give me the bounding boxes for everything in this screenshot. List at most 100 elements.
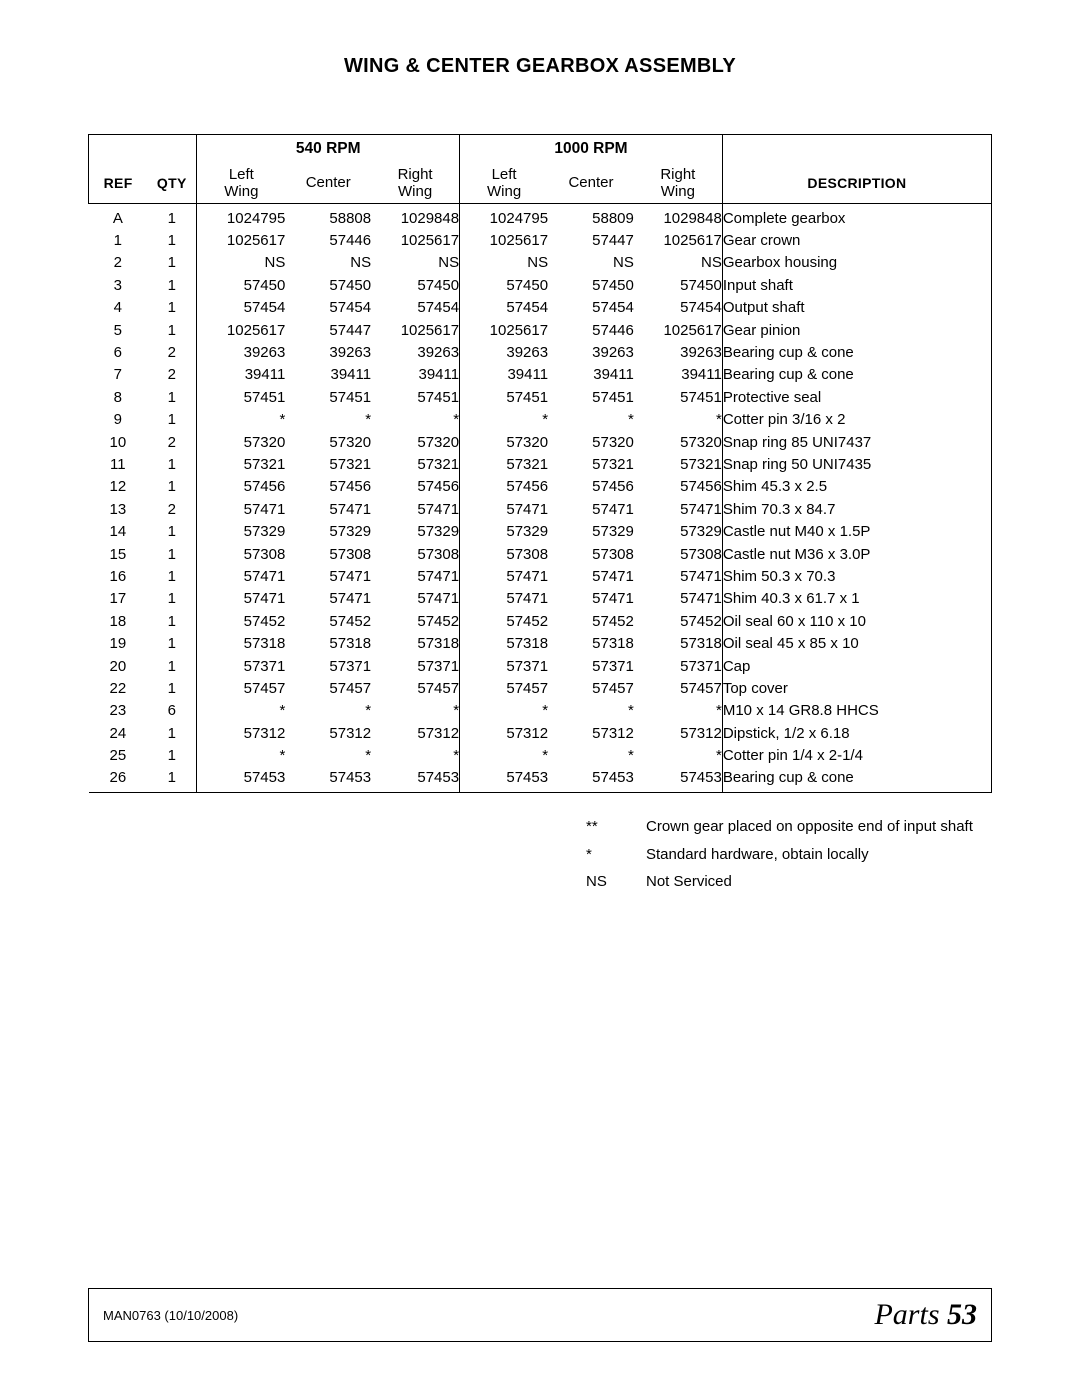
cell-description: Input shaft xyxy=(722,274,991,296)
table-row: 241573125731257312573125731257312Dipstic… xyxy=(89,722,992,744)
cell-ref: 6 xyxy=(89,341,148,363)
cell-540-leftwing: 57312 xyxy=(197,722,285,744)
cell-540-rightwing: 1029848 xyxy=(371,204,459,230)
hdr-blank-2 xyxy=(722,135,991,164)
cell-1000-center: 57318 xyxy=(548,632,634,654)
table-row: 181574525745257452574525745257452Oil sea… xyxy=(89,610,992,632)
table-row: 191573185731857318573185731857318Oil sea… xyxy=(89,632,992,654)
cell-1000-leftwing: 57312 xyxy=(460,722,548,744)
table-row: 261574535745357453574535745357453Bearing… xyxy=(89,767,992,793)
cell-qty: 1 xyxy=(147,204,197,230)
cell-540-center: 39411 xyxy=(285,364,371,386)
cell-ref: 2 xyxy=(89,252,148,274)
cell-1000-leftwing: 1024795 xyxy=(460,204,548,230)
cell-1000-leftwing: 57456 xyxy=(460,476,548,498)
cell-qty: 1 xyxy=(147,610,197,632)
hdr-1000-center: Center xyxy=(548,163,634,204)
cell-1000-rightwing: 57318 xyxy=(634,632,722,654)
cell-1000-rightwing: * xyxy=(634,700,722,722)
cell-1000-leftwing: 1025617 xyxy=(460,229,548,251)
cell-540-leftwing: 1024795 xyxy=(197,204,285,230)
cell-540-rightwing: 57456 xyxy=(371,476,459,498)
legend-text: Not Serviced xyxy=(646,872,992,892)
table-row: 102573205732057320573205732057320Snap ri… xyxy=(89,431,992,453)
legend-row: **Crown gear placed on opposite end of i… xyxy=(586,817,992,837)
cell-qty: 1 xyxy=(147,632,197,654)
hdr-540-center: Center xyxy=(285,163,371,204)
cell-1000-center: 57452 xyxy=(548,610,634,632)
cell-1000-leftwing: * xyxy=(460,409,548,431)
cell-540-leftwing: 57450 xyxy=(197,274,285,296)
cell-540-leftwing: 1025617 xyxy=(197,319,285,341)
cell-description: Protective seal xyxy=(722,386,991,408)
table-row: 41574545745457454574545745457454Output s… xyxy=(89,297,992,319)
cell-qty: 1 xyxy=(147,319,197,341)
cell-ref: 4 xyxy=(89,297,148,319)
cell-qty: 1 xyxy=(147,767,197,793)
page-title: WING & CENTER GEARBOX ASSEMBLY xyxy=(88,55,992,78)
cell-540-center: 57312 xyxy=(285,722,371,744)
cell-qty: 1 xyxy=(147,453,197,475)
cell-540-leftwing: 57471 xyxy=(197,588,285,610)
cell-540-rightwing: * xyxy=(371,700,459,722)
cell-1000-rightwing: * xyxy=(634,409,722,431)
cell-1000-leftwing: NS xyxy=(460,252,548,274)
hdr-540-leftwing: LeftWing xyxy=(197,163,285,204)
table-row: 151573085730857308573085730857308Castle … xyxy=(89,543,992,565)
cell-1000-center: 57454 xyxy=(548,297,634,319)
cell-1000-center: 57453 xyxy=(548,767,634,793)
cell-description: Shim 40.3 x 61.7 x 1 xyxy=(722,588,991,610)
cell-qty: 1 xyxy=(147,744,197,766)
cell-1000-center: 57312 xyxy=(548,722,634,744)
page-footer: MAN0763 (10/10/2008) Parts 53 xyxy=(88,1288,992,1342)
cell-540-rightwing: 57453 xyxy=(371,767,459,793)
cell-1000-rightwing: 57452 xyxy=(634,610,722,632)
cell-ref: 15 xyxy=(89,543,148,565)
cell-1000-center: 58809 xyxy=(548,204,634,230)
cell-540-leftwing: NS xyxy=(197,252,285,274)
parts-table: 540 RPM 1000 RPM REF QTY LeftWing Center… xyxy=(88,134,992,793)
cell-1000-leftwing: 57451 xyxy=(460,386,548,408)
cell-1000-rightwing: 57320 xyxy=(634,431,722,453)
cell-description: M10 x 14 GR8.8 HHCS xyxy=(722,700,991,722)
cell-1000-leftwing: 57452 xyxy=(460,610,548,632)
cell-540-leftwing: 57320 xyxy=(197,431,285,453)
cell-1000-leftwing: 57329 xyxy=(460,520,548,542)
table-row: 1110256175744610256171025617574471025617… xyxy=(89,229,992,251)
cell-description: Oil seal 60 x 110 x 10 xyxy=(722,610,991,632)
cell-540-rightwing: 57454 xyxy=(371,297,459,319)
cell-540-leftwing: 39411 xyxy=(197,364,285,386)
hdr-540-rightwing: RightWing xyxy=(371,163,459,204)
cell-1000-rightwing: * xyxy=(634,744,722,766)
cell-qty: 1 xyxy=(147,655,197,677)
cell-1000-leftwing: 39411 xyxy=(460,364,548,386)
page: WING & CENTER GEARBOX ASSEMBLY 540 RPM 1… xyxy=(0,0,1080,1397)
table-row: 91******Cotter pin 3/16 x 2 xyxy=(89,409,992,431)
cell-qty: 2 xyxy=(147,364,197,386)
hdr-540rpm: 540 RPM xyxy=(197,135,460,164)
cell-1000-rightwing: 57371 xyxy=(634,655,722,677)
cell-1000-rightwing: 39263 xyxy=(634,341,722,363)
cell-1000-center: * xyxy=(548,744,634,766)
footer-section: Parts 53 xyxy=(874,1298,977,1332)
legend-row: NSNot Serviced xyxy=(586,872,992,892)
cell-ref: 18 xyxy=(89,610,148,632)
cell-ref: 25 xyxy=(89,744,148,766)
cell-description: Snap ring 50 UNI7435 xyxy=(722,453,991,475)
cell-qty: 1 xyxy=(147,252,197,274)
cell-1000-rightwing: 57312 xyxy=(634,722,722,744)
cell-540-rightwing: 57471 xyxy=(371,498,459,520)
cell-ref: 20 xyxy=(89,655,148,677)
table-row: 21NSNSNSNSNSNSGearbox housing xyxy=(89,252,992,274)
cell-1000-leftwing: 57318 xyxy=(460,632,548,654)
cell-540-center: * xyxy=(285,409,371,431)
cell-540-leftwing: 57456 xyxy=(197,476,285,498)
cell-description: Snap ring 85 UNI7437 xyxy=(722,431,991,453)
cell-540-center: 57321 xyxy=(285,453,371,475)
cell-540-rightwing: * xyxy=(371,744,459,766)
cell-1000-rightwing: 1025617 xyxy=(634,319,722,341)
cell-description: Complete gearbox xyxy=(722,204,991,230)
cell-qty: 1 xyxy=(147,677,197,699)
cell-1000-rightwing: 57321 xyxy=(634,453,722,475)
table-row: 111573215732157321573215732157321Snap ri… xyxy=(89,453,992,475)
